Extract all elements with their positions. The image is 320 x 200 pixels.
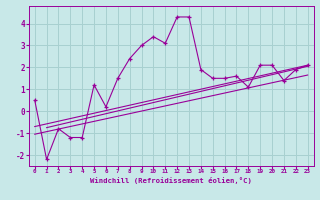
X-axis label: Windchill (Refroidissement éolien,°C): Windchill (Refroidissement éolien,°C) (90, 177, 252, 184)
